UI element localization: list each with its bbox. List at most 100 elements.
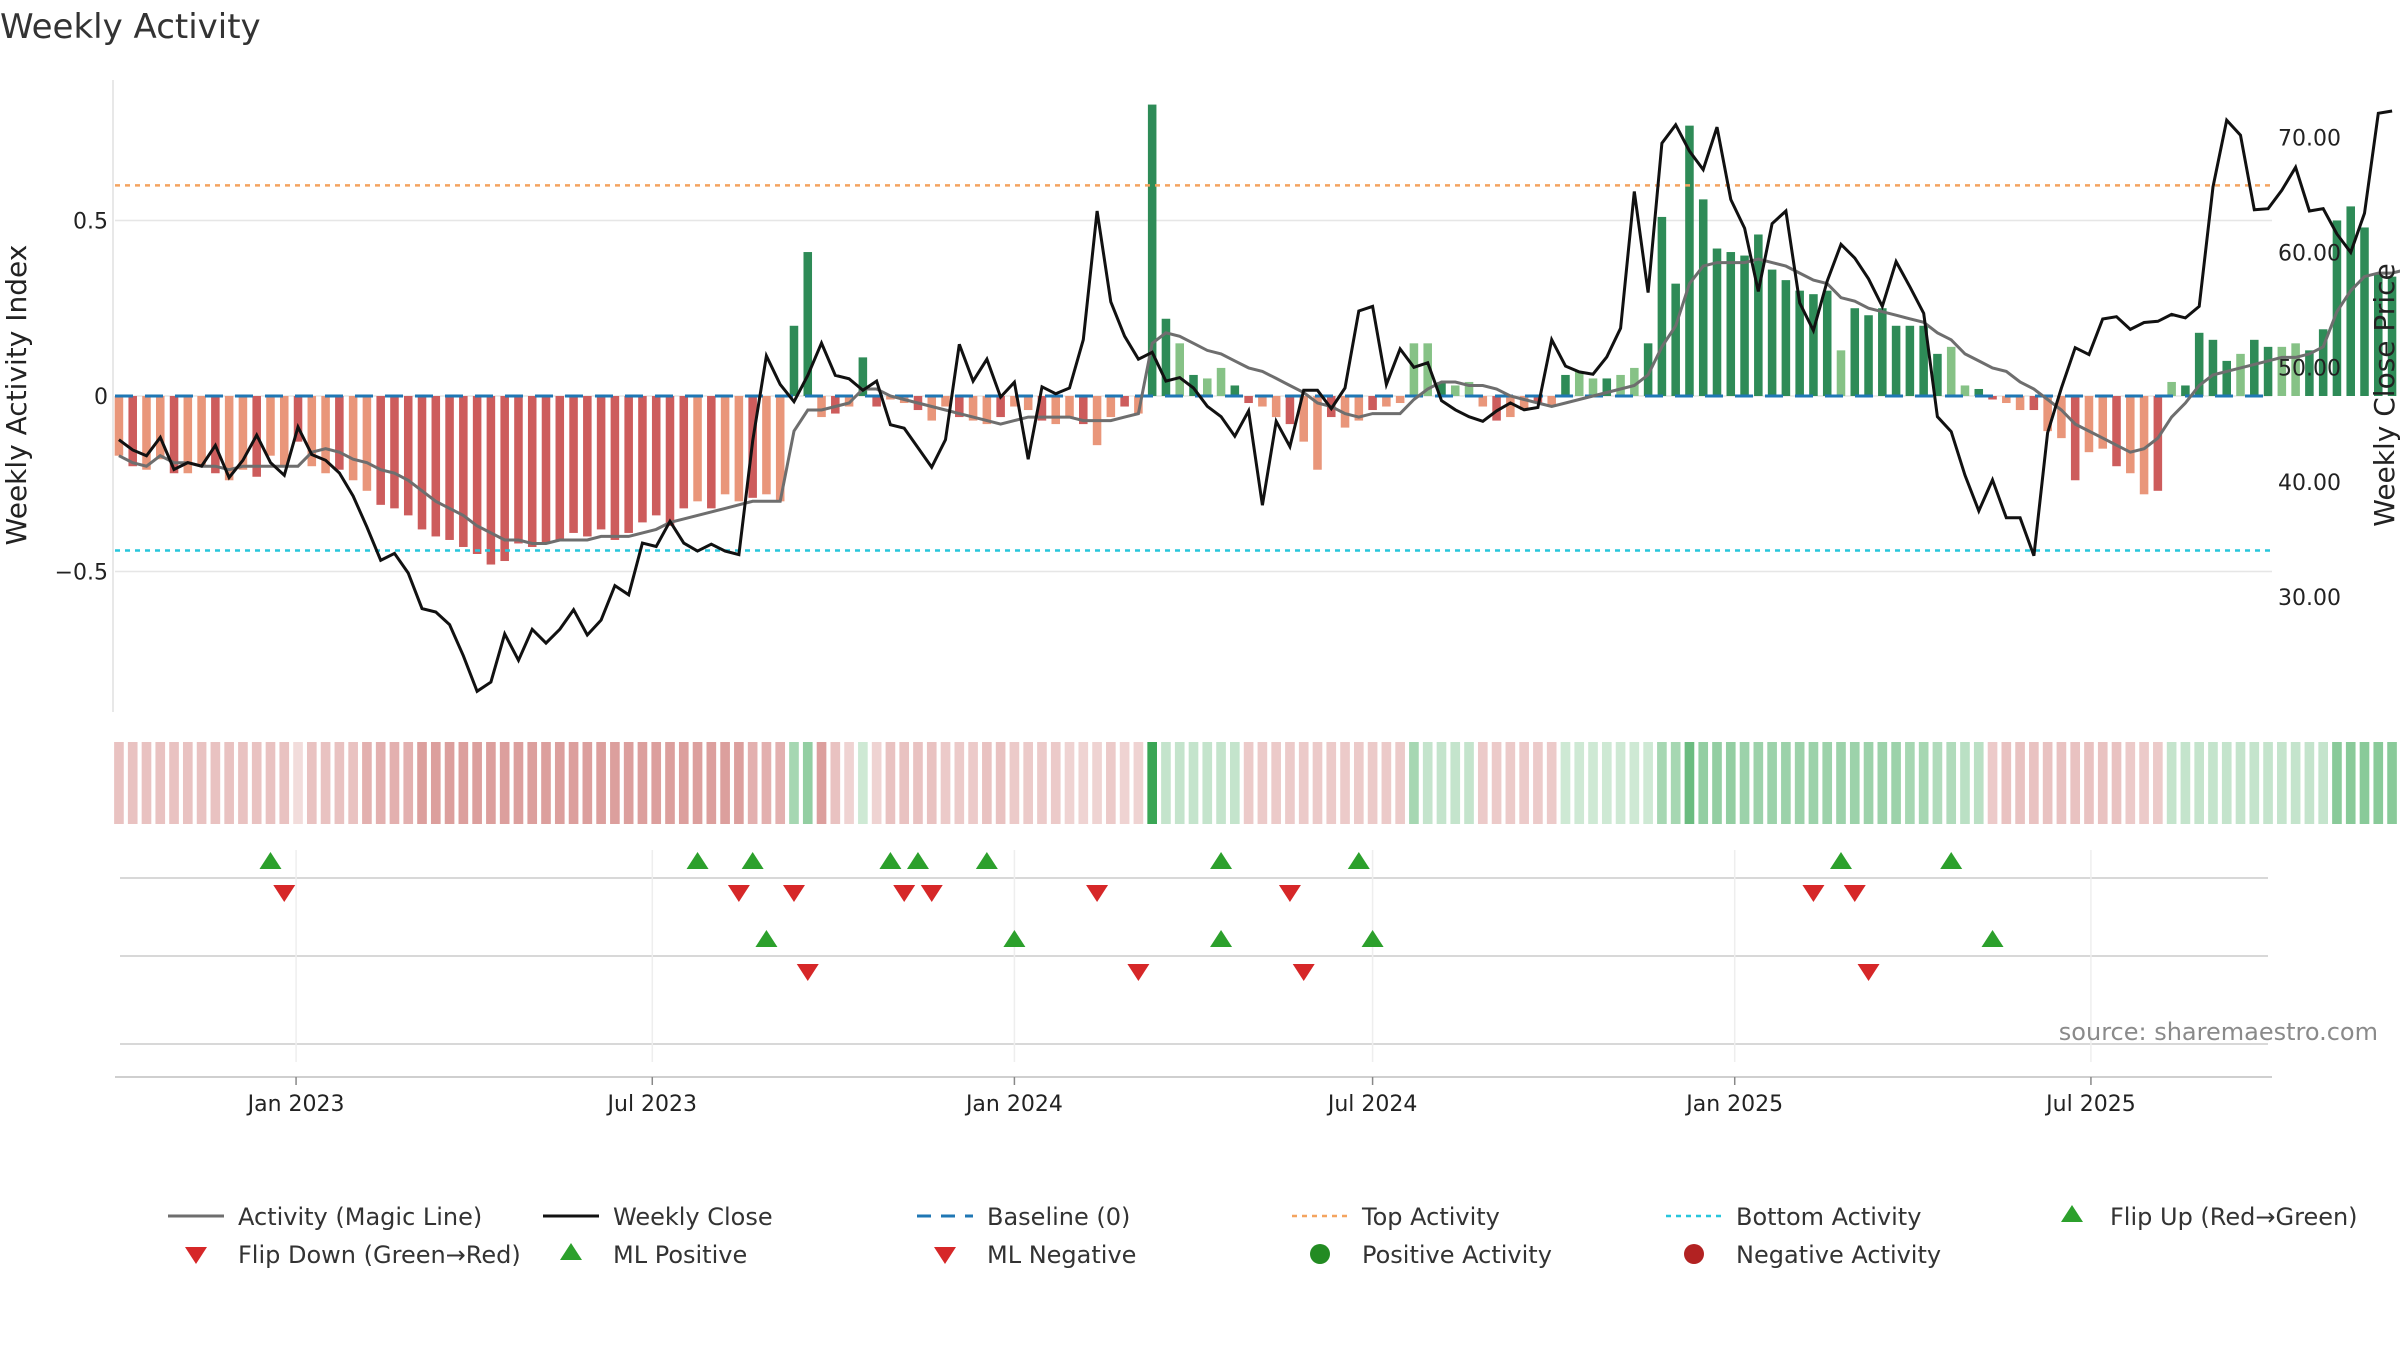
activity-bar	[431, 396, 441, 537]
activity-bar	[1919, 325, 1928, 396]
activity-bar	[996, 396, 1005, 418]
activity-bar	[2291, 343, 2300, 396]
flip-down-marker	[727, 885, 750, 902]
activity-bar	[927, 396, 937, 421]
strip-cell	[637, 742, 648, 824]
activity-bar	[1946, 346, 1956, 396]
activity-bar	[500, 396, 509, 562]
strip-cell	[224, 742, 234, 824]
activity-bar	[2029, 396, 2039, 411]
y-axis-label: Weekly Activity Index	[0, 245, 33, 546]
legend-item: Baseline (0)	[917, 1203, 1130, 1231]
activity-bar	[1079, 396, 1088, 425]
strip-cell	[665, 742, 675, 824]
strip-cell	[1822, 742, 1833, 824]
activity-bar	[1464, 381, 1474, 396]
activity-bar	[169, 396, 179, 474]
strip-cell	[1753, 742, 1764, 824]
strip-cell	[1712, 742, 1722, 824]
strip-cell	[444, 742, 455, 824]
strip-cell	[2318, 742, 2328, 824]
activity-bar	[1450, 385, 1460, 396]
activity-bar	[1864, 315, 1873, 396]
y2-tick-label: 70.00	[2278, 126, 2341, 151]
flip-up-marker	[906, 852, 929, 869]
strip-cell	[1119, 742, 1130, 824]
activity-bar	[1065, 396, 1074, 418]
strip-cell	[568, 742, 579, 824]
strip-cell	[1546, 742, 1557, 824]
strip-cell	[2359, 742, 2370, 824]
strip-cell	[816, 742, 827, 824]
strip-cell	[1601, 742, 1612, 824]
strip-cell	[1450, 742, 1461, 824]
activity-bar	[1409, 343, 1419, 396]
activity-bar	[1161, 318, 1171, 396]
strip-cell	[802, 742, 813, 824]
activity-bar	[638, 396, 647, 523]
strip-cell	[899, 742, 910, 824]
strip-cell	[2166, 742, 2177, 824]
strip-cell	[2277, 742, 2287, 824]
ml-negative-marker	[1857, 964, 1880, 981]
strip-cell	[761, 742, 772, 824]
strip-cell	[1161, 742, 1171, 824]
activity-bar	[968, 396, 978, 421]
legend-label: Positive Activity	[1362, 1241, 1552, 1269]
strip-cell	[527, 742, 538, 824]
activity-bar	[2002, 396, 2011, 404]
strip-cell	[2056, 742, 2067, 824]
strip-cell	[458, 742, 469, 824]
activity-bar	[555, 396, 565, 540]
strip-cell	[2208, 742, 2218, 824]
activity-bar	[665, 396, 675, 526]
strip-cell	[1491, 742, 1502, 824]
activity-bar	[2112, 396, 2121, 467]
activity-bar	[2250, 339, 2259, 396]
activity-bar	[1023, 396, 1033, 411]
strip-cell	[1257, 742, 1268, 824]
strip-cell	[2111, 742, 2122, 824]
activity-bar	[1175, 343, 1184, 396]
strip-cell	[348, 742, 358, 824]
activity-bar	[1395, 396, 1405, 404]
strip-cell	[182, 742, 193, 824]
strip-cell	[251, 742, 262, 824]
strip-cell	[623, 742, 634, 824]
strip-cell	[1808, 742, 1819, 824]
activity-bar	[1216, 367, 1226, 396]
activity-bar	[2236, 353, 2245, 396]
strip-cell	[706, 742, 717, 824]
strip-cell	[1271, 742, 1281, 824]
activity-bar	[2084, 396, 2094, 453]
strip-cell	[830, 742, 841, 824]
activity-bar	[1492, 396, 1501, 421]
strip-cell	[775, 742, 786, 824]
activity-bar	[1602, 378, 1612, 396]
activity-bar	[1230, 385, 1240, 396]
ml-positive-marker	[755, 930, 778, 947]
strip-cell	[1615, 742, 1626, 824]
activity-bar	[1822, 290, 1832, 396]
magic-line	[118, 257, 2400, 545]
strip-cell	[926, 742, 937, 824]
activity-bar	[982, 396, 992, 425]
activity-bar	[610, 396, 620, 540]
legend-label: Bottom Activity	[1736, 1203, 1921, 1231]
activity-bar	[1988, 396, 1997, 400]
strip-cell	[320, 742, 331, 824]
ml-positive-marker	[1210, 930, 1233, 947]
y2-tick-label: 40.00	[2278, 471, 2341, 496]
flip-up-marker	[1347, 852, 1370, 869]
activity-bar	[1781, 280, 1791, 396]
activity-bar	[1203, 378, 1212, 396]
legend-key	[1310, 1244, 1330, 1264]
activity-bar	[1258, 396, 1267, 407]
activity-bar	[1671, 283, 1680, 396]
activity-bar	[2126, 396, 2135, 474]
strip-cell	[1946, 742, 1957, 824]
activity-bar	[1313, 396, 1322, 470]
activity-bar	[2015, 396, 2025, 411]
legend-label: ML Negative	[987, 1241, 1136, 1269]
activity-bar	[362, 396, 372, 491]
